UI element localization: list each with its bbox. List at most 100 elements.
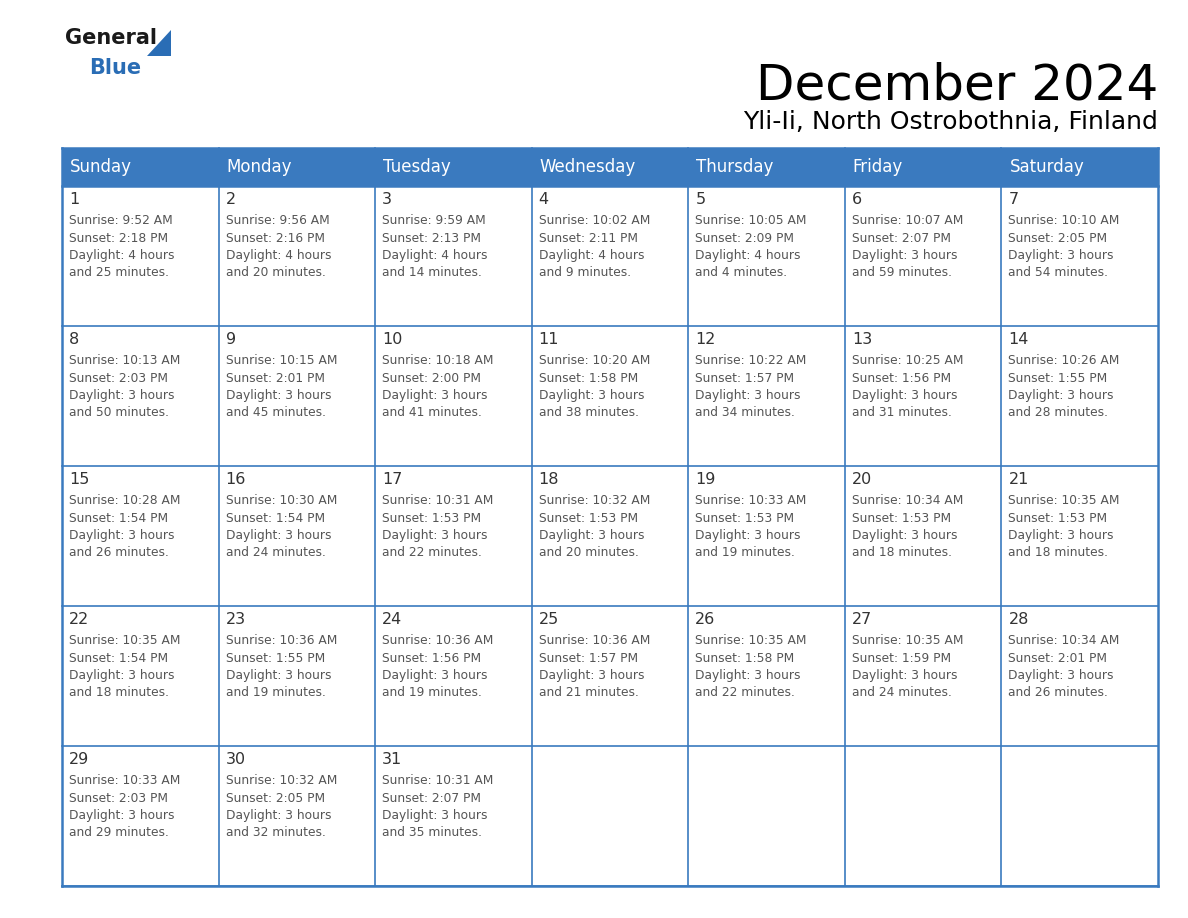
Text: Sunset: 2:16 PM: Sunset: 2:16 PM — [226, 231, 324, 244]
Bar — [62, 466, 219, 606]
Bar — [845, 326, 1001, 466]
Text: 30: 30 — [226, 752, 246, 767]
Text: Daylight: 4 hours: Daylight: 4 hours — [383, 249, 487, 262]
Text: Sunrise: 10:26 AM: Sunrise: 10:26 AM — [1009, 354, 1120, 367]
Text: Sunrise: 10:07 AM: Sunrise: 10:07 AM — [852, 214, 963, 227]
Bar — [219, 186, 375, 326]
Text: 10: 10 — [383, 332, 403, 347]
Text: Sunrise: 10:28 AM: Sunrise: 10:28 AM — [69, 494, 181, 507]
Bar — [532, 606, 688, 746]
Text: Daylight: 3 hours: Daylight: 3 hours — [852, 389, 958, 402]
Text: and 41 minutes.: and 41 minutes. — [383, 407, 482, 420]
Text: Sunrise: 10:31 AM: Sunrise: 10:31 AM — [383, 774, 493, 787]
Text: 31: 31 — [383, 752, 403, 767]
Text: Daylight: 3 hours: Daylight: 3 hours — [69, 669, 175, 682]
Text: and 21 minutes.: and 21 minutes. — [538, 687, 639, 700]
Text: 1: 1 — [69, 192, 80, 207]
Text: Sunrise: 10:30 AM: Sunrise: 10:30 AM — [226, 494, 337, 507]
Text: Yli-Ii, North Ostrobothnia, Finland: Yli-Ii, North Ostrobothnia, Finland — [744, 110, 1158, 134]
Text: 26: 26 — [695, 612, 715, 627]
Text: Sunset: 2:00 PM: Sunset: 2:00 PM — [383, 372, 481, 385]
Text: Sunset: 1:54 PM: Sunset: 1:54 PM — [69, 511, 169, 524]
Text: and 18 minutes.: and 18 minutes. — [69, 687, 169, 700]
Text: and 19 minutes.: and 19 minutes. — [695, 546, 795, 559]
Text: 9: 9 — [226, 332, 235, 347]
Bar — [375, 326, 532, 466]
Text: 7: 7 — [1009, 192, 1018, 207]
Text: Sunset: 2:01 PM: Sunset: 2:01 PM — [226, 372, 324, 385]
Bar — [688, 606, 845, 746]
Text: Daylight: 3 hours: Daylight: 3 hours — [383, 809, 487, 822]
Bar — [845, 186, 1001, 326]
Text: Sunrise: 10:02 AM: Sunrise: 10:02 AM — [538, 214, 650, 227]
Text: Monday: Monday — [227, 158, 292, 176]
Text: and 26 minutes.: and 26 minutes. — [1009, 687, 1108, 700]
Text: Sunrise: 10:36 AM: Sunrise: 10:36 AM — [383, 634, 493, 647]
Text: 3: 3 — [383, 192, 392, 207]
Text: 20: 20 — [852, 472, 872, 487]
Text: 21: 21 — [1009, 472, 1029, 487]
Text: Daylight: 3 hours: Daylight: 3 hours — [226, 529, 331, 542]
Text: and 35 minutes.: and 35 minutes. — [383, 826, 482, 839]
Bar — [62, 746, 219, 886]
Text: Sunrise: 10:35 AM: Sunrise: 10:35 AM — [69, 634, 181, 647]
Text: 2: 2 — [226, 192, 235, 207]
Text: 11: 11 — [538, 332, 560, 347]
Text: Sunset: 1:53 PM: Sunset: 1:53 PM — [852, 511, 950, 524]
Text: Daylight: 3 hours: Daylight: 3 hours — [695, 669, 801, 682]
Text: Sunset: 1:57 PM: Sunset: 1:57 PM — [538, 652, 638, 665]
Text: Daylight: 3 hours: Daylight: 3 hours — [1009, 389, 1114, 402]
Text: Sunset: 1:58 PM: Sunset: 1:58 PM — [695, 652, 795, 665]
Text: Sunrise: 10:35 AM: Sunrise: 10:35 AM — [852, 634, 963, 647]
Text: and 45 minutes.: and 45 minutes. — [226, 407, 326, 420]
Text: Daylight: 3 hours: Daylight: 3 hours — [695, 529, 801, 542]
Text: Sunset: 1:53 PM: Sunset: 1:53 PM — [695, 511, 795, 524]
Text: Sunrise: 10:36 AM: Sunrise: 10:36 AM — [538, 634, 650, 647]
Text: and 19 minutes.: and 19 minutes. — [226, 687, 326, 700]
Text: Daylight: 3 hours: Daylight: 3 hours — [1009, 669, 1114, 682]
Text: Daylight: 3 hours: Daylight: 3 hours — [69, 529, 175, 542]
Text: Daylight: 3 hours: Daylight: 3 hours — [69, 389, 175, 402]
Text: Daylight: 3 hours: Daylight: 3 hours — [1009, 529, 1114, 542]
Text: Daylight: 3 hours: Daylight: 3 hours — [695, 389, 801, 402]
Text: Friday: Friday — [853, 158, 903, 176]
Text: Sunset: 1:57 PM: Sunset: 1:57 PM — [695, 372, 795, 385]
Text: Daylight: 3 hours: Daylight: 3 hours — [538, 389, 644, 402]
Text: and 34 minutes.: and 34 minutes. — [695, 407, 795, 420]
Text: and 24 minutes.: and 24 minutes. — [226, 546, 326, 559]
Text: Sunset: 2:03 PM: Sunset: 2:03 PM — [69, 372, 168, 385]
Text: Sunset: 1:53 PM: Sunset: 1:53 PM — [538, 511, 638, 524]
Text: Sunrise: 10:18 AM: Sunrise: 10:18 AM — [383, 354, 494, 367]
Bar — [219, 606, 375, 746]
Text: Tuesday: Tuesday — [384, 158, 451, 176]
Text: Daylight: 3 hours: Daylight: 3 hours — [852, 249, 958, 262]
Text: 22: 22 — [69, 612, 89, 627]
Text: Daylight: 4 hours: Daylight: 4 hours — [538, 249, 644, 262]
Text: 4: 4 — [538, 192, 549, 207]
Text: Sunset: 1:59 PM: Sunset: 1:59 PM — [852, 652, 950, 665]
Text: 29: 29 — [69, 752, 89, 767]
Text: Daylight: 4 hours: Daylight: 4 hours — [226, 249, 331, 262]
Bar — [532, 186, 688, 326]
Bar — [375, 746, 532, 886]
Text: Daylight: 3 hours: Daylight: 3 hours — [383, 669, 487, 682]
Bar — [532, 326, 688, 466]
Bar — [62, 326, 219, 466]
Text: Sunrise: 9:56 AM: Sunrise: 9:56 AM — [226, 214, 329, 227]
Bar — [1001, 466, 1158, 606]
Text: Sunset: 2:05 PM: Sunset: 2:05 PM — [1009, 231, 1107, 244]
Text: General: General — [65, 28, 157, 48]
Text: Daylight: 3 hours: Daylight: 3 hours — [852, 669, 958, 682]
Text: and 32 minutes.: and 32 minutes. — [226, 826, 326, 839]
Bar — [845, 466, 1001, 606]
Text: Daylight: 4 hours: Daylight: 4 hours — [695, 249, 801, 262]
Text: 16: 16 — [226, 472, 246, 487]
Text: Sunset: 2:03 PM: Sunset: 2:03 PM — [69, 791, 168, 804]
Text: Sunset: 2:01 PM: Sunset: 2:01 PM — [1009, 652, 1107, 665]
Text: Sunrise: 10:31 AM: Sunrise: 10:31 AM — [383, 494, 493, 507]
Bar — [219, 326, 375, 466]
Text: and 50 minutes.: and 50 minutes. — [69, 407, 169, 420]
Bar — [688, 326, 845, 466]
Text: and 29 minutes.: and 29 minutes. — [69, 826, 169, 839]
Text: 13: 13 — [852, 332, 872, 347]
